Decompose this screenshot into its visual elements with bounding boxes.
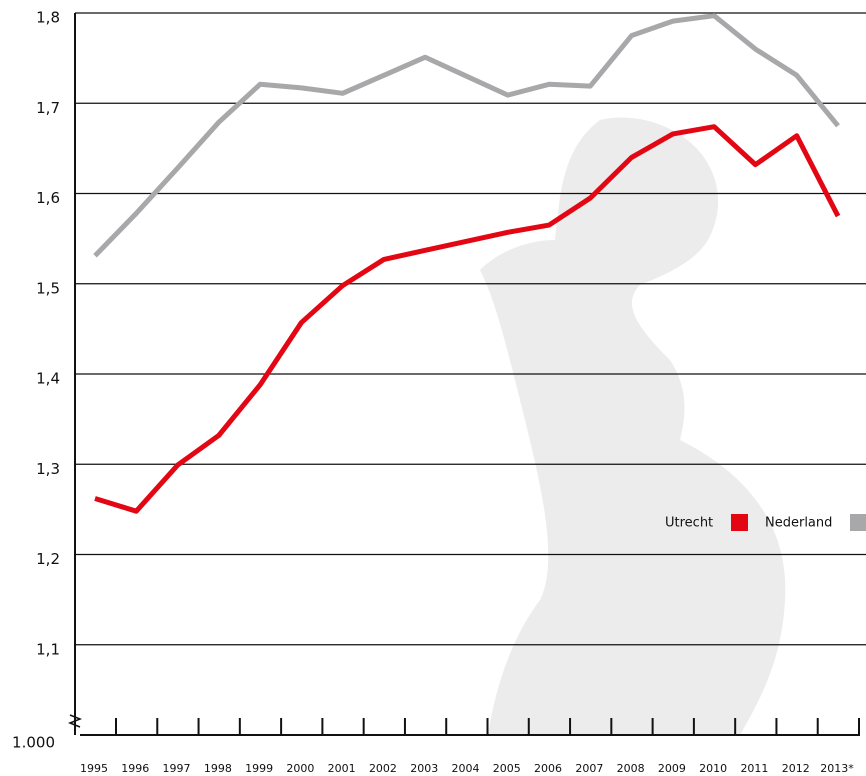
- data-line: [93, 13, 840, 258]
- x-tick-label: 2006: [534, 762, 562, 775]
- y-tick-label: 1,7: [36, 99, 60, 117]
- x-tick-label: 1999: [245, 762, 273, 775]
- x-tick-label: 2010: [699, 762, 727, 775]
- x-tick-label: 2013*: [820, 762, 854, 775]
- legend-swatch: [731, 514, 748, 531]
- x-tick-label: 2004: [452, 762, 480, 775]
- x-tick-label: 2001: [328, 762, 356, 775]
- x-tick-label: 1996: [121, 762, 149, 775]
- y-tick-label: 1,8: [36, 9, 60, 27]
- x-tick-label: 2003: [410, 762, 438, 775]
- x-tick-label: 2002: [369, 762, 397, 775]
- x-tick-label: 2000: [286, 762, 314, 775]
- y-tick-label: 1.000: [12, 734, 55, 752]
- x-tick-label: 2007: [575, 762, 603, 775]
- legend-label: Utrecht: [665, 516, 713, 531]
- y-tick-label: 1,5: [36, 279, 60, 297]
- x-tick-label: 2005: [493, 762, 521, 775]
- x-tick-label: 2011: [740, 762, 768, 775]
- legend-label: Nederland: [765, 516, 832, 531]
- y-tick-label: 1,3: [36, 460, 60, 478]
- y-tick-label: 1,4: [36, 370, 60, 388]
- x-tick-label: 2012: [782, 762, 810, 775]
- y-tick-label: 1,2: [36, 550, 60, 568]
- x-tick-label: 1997: [163, 762, 191, 775]
- axis-break: [67, 714, 83, 728]
- x-tick-label: 1995: [80, 762, 108, 775]
- legend-swatch: [850, 514, 866, 531]
- y-tick-label: 1,6: [36, 189, 60, 207]
- x-tick-label: 1998: [204, 762, 232, 775]
- x-tick-label: 2008: [617, 762, 645, 775]
- data-line: [94, 124, 841, 514]
- x-tick-label: 2009: [658, 762, 686, 775]
- background-silhouette: [480, 117, 786, 735]
- y-tick-label: 1,1: [36, 640, 60, 658]
